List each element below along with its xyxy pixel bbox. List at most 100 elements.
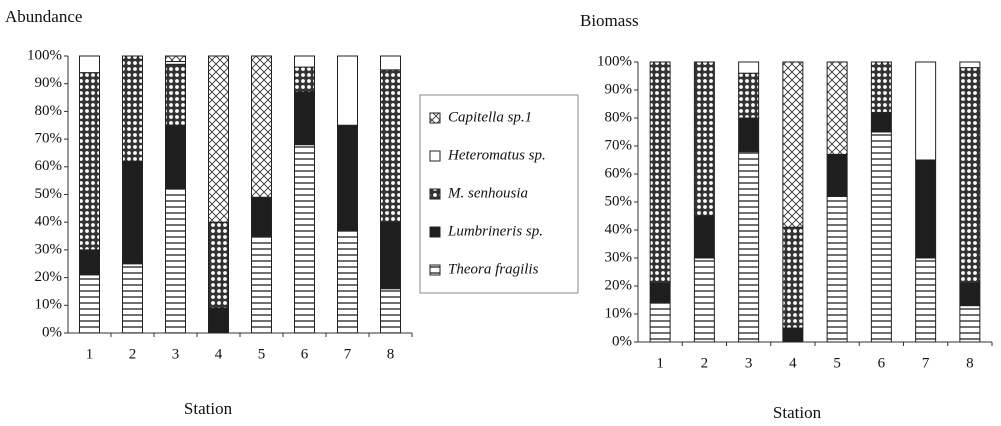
bar-segment bbox=[380, 288, 401, 334]
x-tick-label: 3 bbox=[745, 355, 753, 371]
bar-segment bbox=[294, 91, 315, 146]
bar-segment bbox=[380, 55, 401, 71]
legend-label: Heteromatus sp. bbox=[447, 147, 546, 163]
bar-segment bbox=[79, 249, 100, 276]
bar-segment bbox=[380, 69, 401, 223]
y-tick-label: 60% bbox=[35, 158, 63, 174]
x-tick-label: 2 bbox=[129, 346, 137, 362]
bar-segment bbox=[959, 282, 981, 307]
bar-segment bbox=[122, 160, 143, 265]
x-tick-label: 5 bbox=[833, 355, 841, 371]
x-tick-label: 8 bbox=[966, 355, 974, 371]
bar-segment bbox=[915, 159, 937, 259]
y-tick-label: 10% bbox=[35, 297, 63, 313]
x-tick-label: 4 bbox=[215, 346, 223, 362]
x-tick-label: 5 bbox=[258, 346, 266, 362]
bar-segment bbox=[959, 305, 981, 343]
bar-segment bbox=[870, 131, 892, 343]
legend-swatch bbox=[429, 226, 441, 238]
bar-segment bbox=[959, 61, 981, 69]
y-tick-label: 20% bbox=[605, 277, 633, 293]
x-tick-label: 6 bbox=[301, 346, 309, 362]
bar-segment bbox=[782, 61, 804, 228]
legend-label: M. senhousia bbox=[447, 185, 528, 201]
y-tick-label: 0% bbox=[42, 324, 62, 340]
bar-segment bbox=[738, 72, 760, 119]
y-tick-label: 70% bbox=[605, 137, 633, 153]
chart-title: Abundance bbox=[5, 7, 82, 26]
bar-segment bbox=[870, 61, 892, 113]
x-tick-label: 4 bbox=[789, 355, 797, 371]
bar-segment bbox=[826, 153, 848, 197]
bar-segment bbox=[826, 195, 848, 343]
bar-segment bbox=[738, 151, 760, 343]
x-tick-label: 7 bbox=[344, 346, 352, 362]
bar-segment bbox=[294, 55, 315, 68]
bar-segment bbox=[649, 61, 671, 284]
y-tick-label: 30% bbox=[35, 241, 63, 257]
y-tick-label: 90% bbox=[605, 81, 633, 97]
x-tick-label: 1 bbox=[86, 346, 94, 362]
y-tick-label: 50% bbox=[605, 193, 633, 209]
bar-segment bbox=[337, 230, 358, 334]
bar-segment bbox=[208, 307, 229, 334]
bar-segment bbox=[165, 63, 186, 126]
y-tick-label: 70% bbox=[35, 131, 63, 147]
y-tick-label: 90% bbox=[35, 75, 63, 91]
y-tick-label: 60% bbox=[605, 165, 633, 181]
bar-segment bbox=[826, 61, 848, 155]
bar-segment bbox=[208, 55, 229, 223]
bar-segment bbox=[915, 61, 937, 161]
bar-segment bbox=[122, 55, 143, 162]
bar-segment bbox=[649, 302, 671, 343]
bar-segment bbox=[915, 257, 937, 343]
bar-segment bbox=[294, 144, 315, 334]
bar-segment bbox=[337, 55, 358, 126]
y-tick-label: 20% bbox=[35, 269, 63, 285]
legend-label: Capitella sp.1 bbox=[448, 109, 532, 125]
legend-swatch bbox=[429, 264, 441, 276]
y-tick-label: 50% bbox=[35, 186, 63, 202]
legend-swatch bbox=[429, 112, 441, 124]
y-tick-label: 80% bbox=[35, 103, 63, 119]
bar-segment bbox=[79, 72, 100, 251]
bar-segment bbox=[251, 235, 272, 334]
bar-segment bbox=[959, 67, 981, 284]
y-tick-label: 40% bbox=[605, 221, 633, 237]
x-tick-label: 1 bbox=[656, 355, 664, 371]
bar-segment bbox=[294, 66, 315, 93]
bar-segment bbox=[380, 221, 401, 290]
bar-segment bbox=[870, 111, 892, 133]
y-tick-label: 30% bbox=[605, 249, 633, 265]
bar-segment bbox=[165, 124, 186, 190]
bar-segment bbox=[79, 274, 100, 334]
bar-segment bbox=[782, 226, 804, 329]
x-axis-label: Station bbox=[773, 403, 822, 422]
bar-segment bbox=[782, 327, 804, 343]
x-tick-label: 7 bbox=[922, 355, 930, 371]
bar-segment bbox=[738, 61, 760, 74]
y-tick-label: 0% bbox=[612, 333, 632, 349]
bar-segment bbox=[649, 282, 671, 304]
legend-swatch bbox=[429, 188, 441, 200]
y-tick-label: 80% bbox=[605, 109, 633, 125]
legend-box bbox=[419, 94, 579, 294]
y-tick-label: 10% bbox=[605, 305, 633, 321]
x-axis-label: Station bbox=[184, 399, 233, 418]
y-tick-label: 40% bbox=[35, 214, 63, 230]
bar-segment bbox=[165, 188, 186, 334]
bar-segment bbox=[693, 61, 715, 217]
x-tick-label: 8 bbox=[387, 346, 395, 362]
bar-segment bbox=[251, 55, 272, 198]
y-tick-label: 100% bbox=[597, 53, 632, 69]
x-tick-label: 3 bbox=[172, 346, 180, 362]
bar-segment bbox=[165, 55, 186, 63]
bar-segment bbox=[79, 55, 100, 74]
bar-segment bbox=[337, 124, 358, 232]
bar-segment bbox=[693, 215, 715, 259]
chart-title: Biomass bbox=[580, 11, 639, 30]
y-tick-label: 100% bbox=[27, 47, 62, 63]
legend-swatch bbox=[429, 150, 441, 162]
x-tick-label: 6 bbox=[878, 355, 886, 371]
